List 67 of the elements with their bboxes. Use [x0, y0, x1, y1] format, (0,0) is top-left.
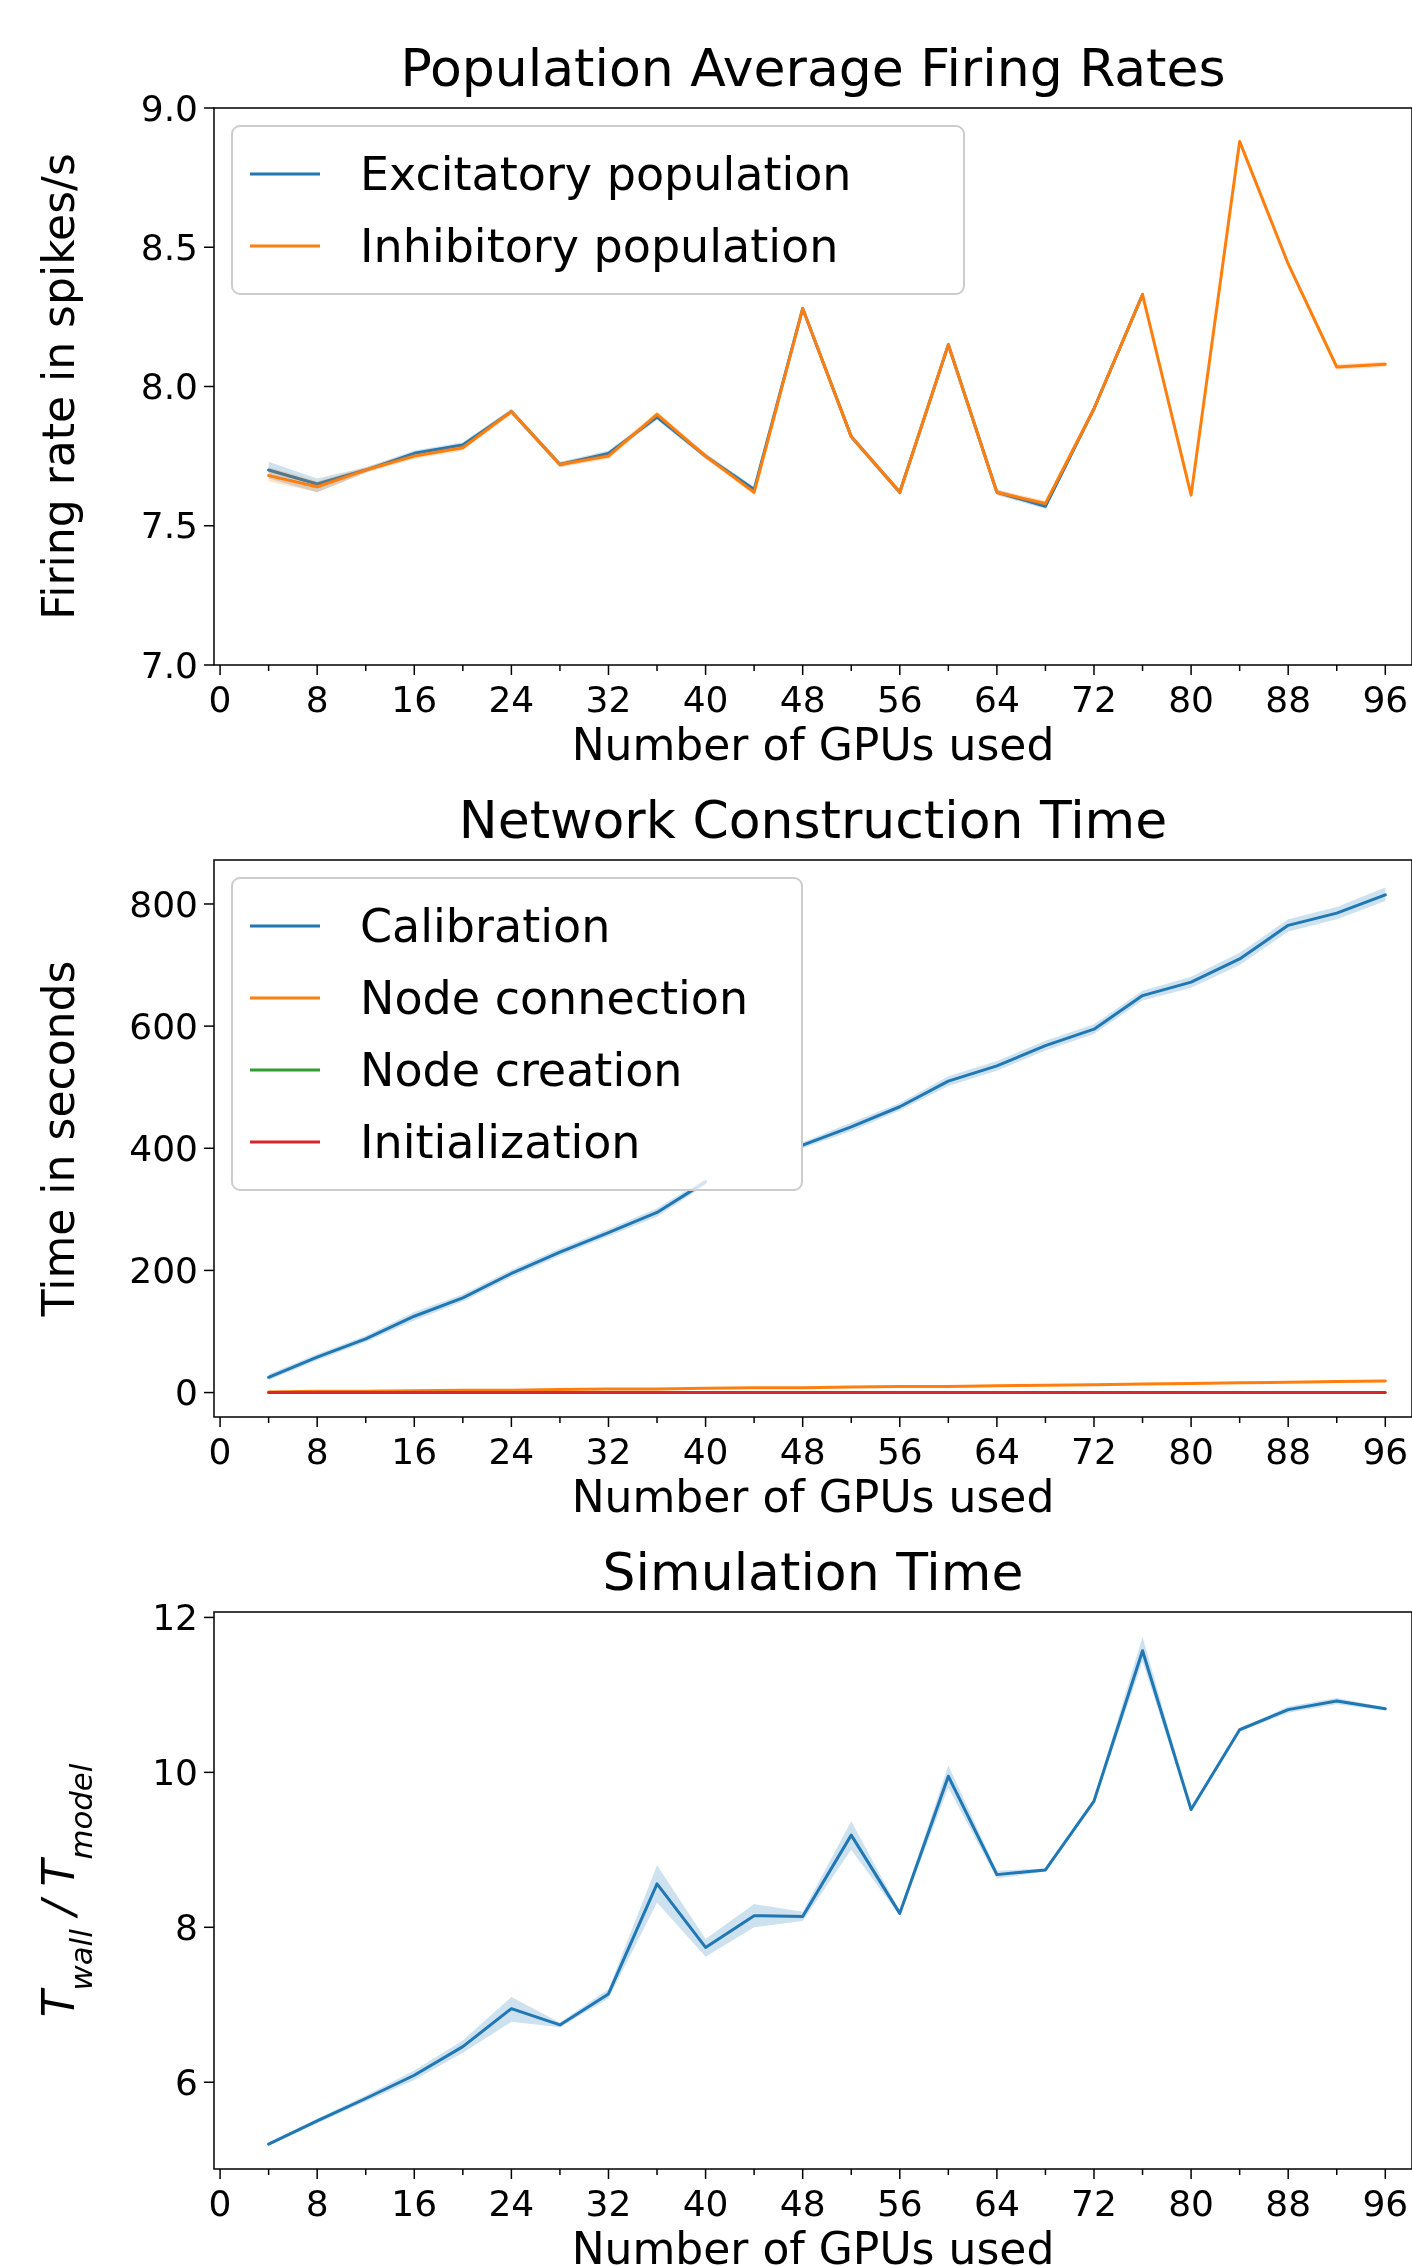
x-tick-label: 0: [208, 2183, 232, 2224]
x-tick-label: 48: [779, 1431, 826, 1472]
legend-label: Node connection: [360, 971, 749, 1026]
x-tick-label: 24: [488, 679, 535, 720]
x-axis-title: Number of GPUs used: [571, 1471, 1055, 1522]
x-tick-label: 72: [1071, 2183, 1117, 2224]
x-tick-label: 64: [973, 2183, 1020, 2224]
x-axis-title: Number of GPUs used: [571, 2223, 1055, 2266]
x-tick-label: 32: [585, 1431, 632, 1472]
x-tick-label: 8: [305, 2183, 329, 2224]
y-tick-label: 9.0: [140, 87, 198, 129]
x-axis-title: Number of GPUs used: [571, 719, 1055, 770]
legend-label: Node creation: [360, 1043, 683, 1098]
x-tick-label: 80: [1168, 679, 1214, 720]
x-tick-label: 16: [391, 1431, 438, 1472]
y-tick-label: 800: [129, 883, 198, 925]
x-tick-label: 24: [488, 1431, 535, 1472]
y-tick-label: 0: [175, 1372, 198, 1414]
x-tick-label: 88: [1265, 679, 1312, 720]
x-tick-label: 72: [1071, 679, 1117, 720]
y-tick-label: 7.5: [140, 505, 198, 547]
y-tick-label: 8: [175, 1906, 198, 1948]
x-tick-label: 88: [1265, 1431, 1312, 1472]
y-tick-label: 600: [129, 1005, 198, 1047]
chart-title: Network Construction Time: [458, 790, 1168, 850]
x-tick-label: 48: [779, 679, 826, 720]
y-tick-label: 10: [152, 1751, 198, 1793]
y-tick-label: 8.0: [140, 366, 198, 408]
x-tick-label: 96: [1362, 2183, 1409, 2224]
x-tick-label: 32: [585, 679, 632, 720]
x-tick-label: 8: [305, 1431, 329, 1472]
chart-title: Population Average Firing Rates: [400, 38, 1226, 98]
y-tick-label: 200: [129, 1250, 198, 1292]
x-tick-label: 40: [682, 679, 729, 720]
legend-label: Initialization: [360, 1115, 641, 1170]
y-axis-title: Firing rate in spikes/s: [33, 153, 84, 620]
y-tick-label: 7.0: [140, 644, 198, 686]
x-tick-label: 16: [391, 679, 438, 720]
x-tick-label: 40: [682, 1431, 729, 1472]
chart-title: Simulation Time: [602, 1542, 1024, 1602]
x-tick-label: 56: [876, 2183, 923, 2224]
x-tick-label: 96: [1362, 679, 1409, 720]
y-tick-label: 6: [175, 2061, 198, 2103]
x-tick-label: 80: [1168, 2183, 1214, 2224]
legend-label: Excitatory population: [360, 147, 852, 202]
x-tick-label: 0: [208, 679, 232, 720]
x-tick-label: 72: [1071, 1431, 1117, 1472]
x-tick-label: 64: [973, 1431, 1020, 1472]
x-tick-label: 48: [779, 2183, 826, 2224]
x-tick-label: 56: [876, 1431, 923, 1472]
legend-label: Calibration: [360, 899, 611, 954]
y-axis-title: Time in seconds: [33, 960, 84, 1318]
legend-label: Inhibitory population: [360, 219, 839, 274]
x-tick-label: 56: [876, 679, 923, 720]
y-tick-label: 400: [129, 1127, 198, 1169]
y-tick-label: 8.5: [140, 226, 198, 268]
x-tick-label: 8: [305, 679, 329, 720]
x-tick-label: 40: [682, 2183, 729, 2224]
x-tick-label: 32: [585, 2183, 632, 2224]
x-tick-label: 64: [973, 679, 1020, 720]
x-tick-label: 24: [488, 2183, 535, 2224]
x-tick-label: 80: [1168, 1431, 1214, 1472]
x-tick-label: 88: [1265, 2183, 1312, 2224]
x-tick-label: 0: [208, 1431, 232, 1472]
x-tick-label: 96: [1362, 1431, 1409, 1472]
y-tick-label: 12: [152, 1597, 198, 1639]
x-tick-label: 16: [391, 2183, 438, 2224]
